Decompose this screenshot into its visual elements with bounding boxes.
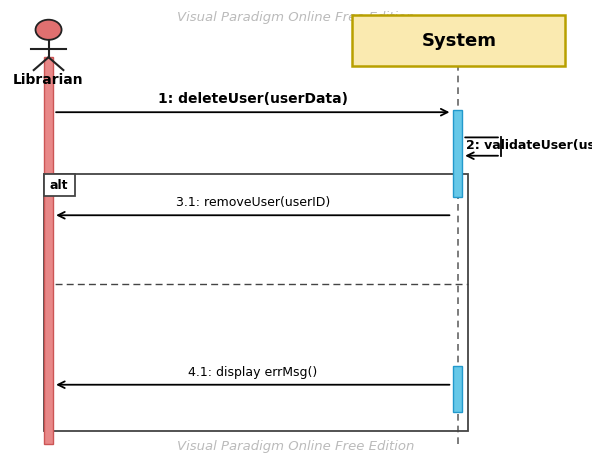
- Text: alt: alt: [50, 179, 69, 191]
- FancyBboxPatch shape: [44, 174, 75, 196]
- Circle shape: [36, 20, 62, 40]
- Bar: [453, 366, 462, 412]
- Text: 1: deleteUser(userData): 1: deleteUser(userData): [158, 92, 348, 106]
- Text: 4.1: display errMsg(): 4.1: display errMsg(): [188, 366, 317, 379]
- Bar: [44, 57, 53, 444]
- Text: 2: validateUser(userData): 2: validateUser(userData): [466, 139, 592, 152]
- Text: Visual Paradigm Online Free Edition: Visual Paradigm Online Free Edition: [178, 440, 414, 453]
- Bar: [44, 174, 468, 431]
- Text: Librarian: Librarian: [13, 73, 84, 87]
- Text: Visual Paradigm Online Free Edition: Visual Paradigm Online Free Edition: [178, 11, 414, 24]
- FancyBboxPatch shape: [352, 15, 565, 66]
- Text: 3.1: removeUser(userID): 3.1: removeUser(userID): [176, 196, 330, 209]
- Bar: [453, 110, 462, 197]
- Text: System: System: [422, 32, 496, 50]
